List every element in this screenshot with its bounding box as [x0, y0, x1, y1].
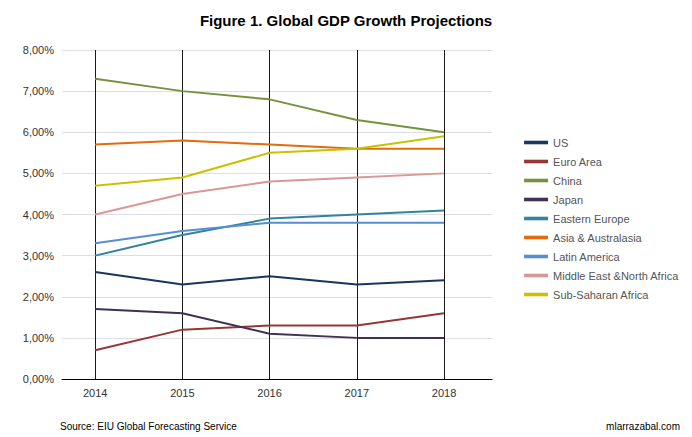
- svg-text:Latin America: Latin America: [553, 251, 621, 263]
- svg-text:2,00%: 2,00%: [23, 291, 54, 303]
- svg-text:mlarrazabal.com: mlarrazabal.com: [606, 421, 680, 432]
- svg-text:2014: 2014: [83, 387, 107, 399]
- svg-text:3,00%: 3,00%: [23, 250, 54, 262]
- svg-text:Figure 1. Global GDP Growth Pr: Figure 1. Global GDP Growth Projections: [200, 12, 492, 29]
- svg-text:Asia & Australasia: Asia & Australasia: [553, 232, 643, 244]
- svg-text:Source: EIU Global Forecasting: Source: EIU Global Forecasting Service: [60, 421, 237, 432]
- svg-text:Japan: Japan: [553, 194, 583, 206]
- svg-text:6,00%: 6,00%: [23, 126, 54, 138]
- svg-text:Euro Area: Euro Area: [553, 156, 603, 168]
- svg-text:2018: 2018: [432, 387, 456, 399]
- svg-text:China: China: [553, 175, 583, 187]
- svg-text:1,00%: 1,00%: [23, 332, 54, 344]
- svg-text:4,00%: 4,00%: [23, 209, 54, 221]
- svg-text:US: US: [553, 137, 568, 149]
- svg-text:8,00%: 8,00%: [23, 44, 54, 56]
- svg-text:Sub-Saharan Africa: Sub-Saharan Africa: [553, 289, 649, 301]
- svg-text:2016: 2016: [257, 387, 281, 399]
- svg-text:2017: 2017: [345, 387, 369, 399]
- svg-text:5,00%: 5,00%: [23, 167, 54, 179]
- svg-text:Middle East &North Africa: Middle East &North Africa: [553, 270, 679, 282]
- svg-text:7,00%: 7,00%: [23, 85, 54, 97]
- svg-text:2015: 2015: [170, 387, 194, 399]
- svg-text:0,00%: 0,00%: [23, 373, 54, 385]
- svg-text:Eastern Europe: Eastern Europe: [553, 213, 629, 225]
